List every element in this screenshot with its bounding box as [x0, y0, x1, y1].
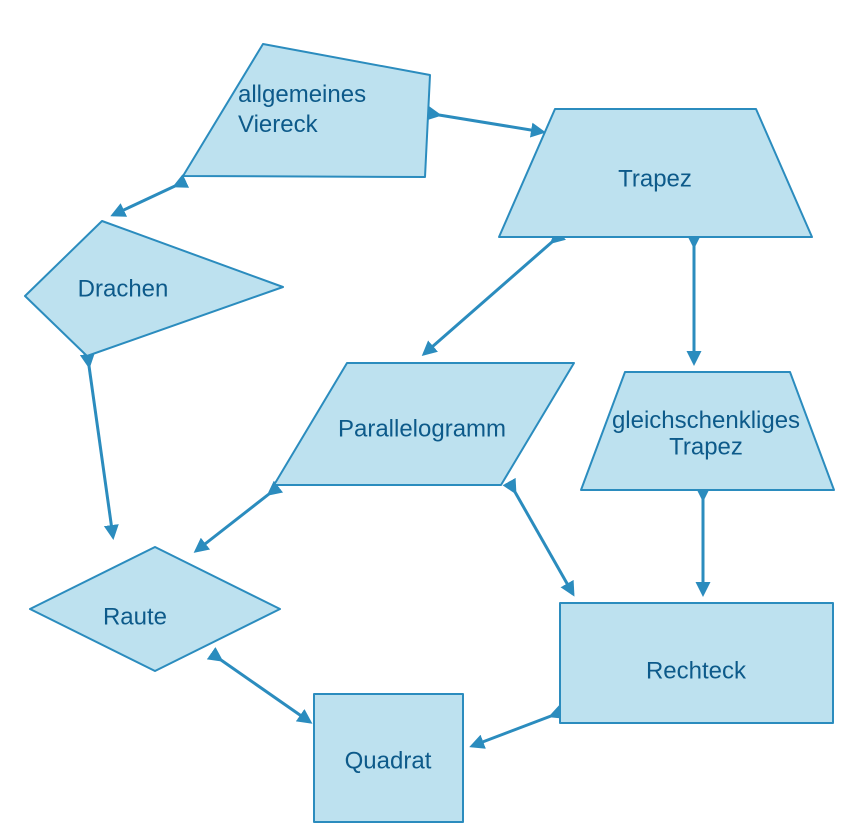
label-quadrat: Quadrat [345, 747, 432, 774]
edge-rechteck-quadrat [472, 716, 551, 746]
label-trapez: Trapez [618, 165, 692, 192]
label-raute: Raute [103, 603, 167, 630]
label-parallelogramm: Parallelogramm [338, 415, 506, 442]
edge-allgemeines-trapez [439, 115, 543, 132]
edge-drachen-raute [89, 366, 113, 537]
label-rechteck: Rechteck [646, 657, 747, 684]
edge-parallelogramm-rechteck [515, 492, 573, 594]
edge-trapez-parallelogramm [424, 242, 552, 354]
label-drachen: Drachen [78, 275, 169, 302]
edge-raute-quadrat [221, 660, 310, 722]
edge-allgemeines-drachen [113, 186, 175, 215]
edge-parallelogramm-raute [196, 494, 269, 551]
